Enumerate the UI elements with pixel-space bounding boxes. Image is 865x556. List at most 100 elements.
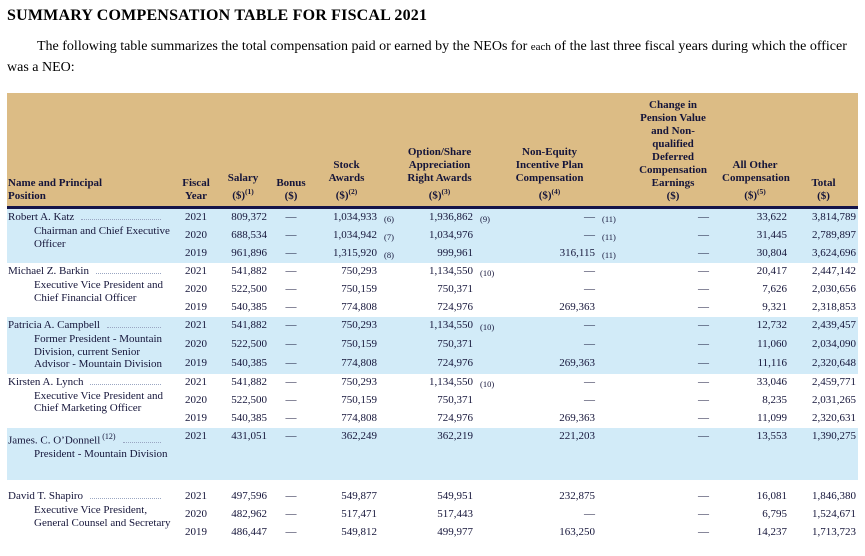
cell-year: 2019 bbox=[185, 411, 207, 424]
cell-total: 2,034,090 bbox=[789, 335, 859, 355]
officer-name-cell: Michael Z. Barkin Executive Vice Presiden… bbox=[7, 263, 175, 317]
cell-stock: 774,808 bbox=[341, 411, 377, 424]
cell-year: 2020 bbox=[175, 335, 217, 355]
compensation-table: Name and Principal Position Fiscal Year Sala… bbox=[7, 93, 859, 542]
cell-option_fn bbox=[475, 410, 501, 428]
cell-pension: — bbox=[625, 317, 722, 336]
table-row: 2019 961,896—1,315,920 (8) 999,961 316,115 (1… bbox=[7, 245, 859, 263]
cell-nonequity_fn bbox=[597, 524, 625, 542]
cell-bonus: — bbox=[269, 427, 313, 481]
cell-stock: 517,471 bbox=[341, 508, 377, 521]
cell-option: 362,219 bbox=[403, 427, 476, 481]
officer-position: Executive Vice President, General Counse… bbox=[34, 504, 171, 529]
cell-bonus: — bbox=[269, 335, 313, 355]
cell-salary: 540,385 bbox=[231, 301, 267, 313]
cell-option: 999,961 bbox=[403, 245, 476, 263]
cell-allother: 11,099 bbox=[757, 411, 788, 424]
cell-salary: 541,882 bbox=[217, 317, 269, 336]
cell-option: 1,134,550 bbox=[429, 375, 474, 388]
cell-stock: 750,159 bbox=[313, 335, 379, 355]
cell-nonequity_fn: (11) bbox=[597, 207, 626, 227]
cell-bonus: — bbox=[285, 490, 297, 503]
column-header-salary: Salary ($)(1) bbox=[217, 93, 269, 209]
cell-option: 750,371 bbox=[437, 393, 474, 406]
officer-name: Robert A. Katz bbox=[8, 211, 175, 224]
cell-total: 1,713,723 bbox=[812, 526, 857, 539]
cell-option: 1,034,976 bbox=[403, 227, 476, 245]
cell-nonequity: — bbox=[501, 207, 598, 227]
cell-stock_fn bbox=[379, 281, 403, 299]
cell-nonequity_fn bbox=[597, 506, 625, 524]
cell-total: 1,846,380 bbox=[812, 490, 857, 503]
cell-salary: 540,385 bbox=[231, 411, 267, 424]
cell-total: 2,031,265 bbox=[812, 393, 857, 406]
cell-salary: 541,882 bbox=[231, 375, 267, 388]
cell-nonequity: 232,875 bbox=[559, 490, 596, 503]
cell-salary: 497,596 bbox=[231, 490, 267, 503]
cell-year: 2020 bbox=[185, 393, 207, 406]
cell-nonequity: 163,250 bbox=[559, 526, 596, 539]
document-page: SUMMARY COMPENSATION TABLE FOR FISCAL 20… bbox=[7, 7, 859, 542]
dot-leader bbox=[106, 327, 161, 328]
cell-bonus: — bbox=[269, 227, 313, 245]
cell-year: 2021 bbox=[185, 375, 207, 388]
cell-pension: — bbox=[698, 490, 710, 503]
cell-bonus: — bbox=[285, 411, 297, 424]
table-row: Michael Z. Barkin Executive Vice Presiden… bbox=[7, 263, 858, 304]
cell-allother: 9,321 bbox=[762, 301, 788, 313]
cell-stock_fn bbox=[379, 506, 403, 524]
cell-option_fn bbox=[475, 281, 501, 299]
cell-year: 2020 bbox=[185, 508, 207, 521]
cell-option: 1,936,862 bbox=[403, 207, 476, 227]
cell-year: 2019 bbox=[185, 526, 207, 539]
cell-year: 2021 bbox=[185, 490, 207, 503]
column-header-bonus: Bonus ($) bbox=[269, 93, 313, 209]
column-header-pension: Change in Pension Value and Non-qualified D… bbox=[625, 93, 722, 209]
officer-name-cell: Robert A. Katz Chairman and Chief Executi… bbox=[7, 207, 175, 263]
cell-pension: — bbox=[698, 508, 710, 521]
cell-option: 750,371 bbox=[437, 283, 474, 295]
cell-total: 3,814,789 bbox=[789, 207, 859, 227]
cell-salary: 522,500 bbox=[217, 335, 269, 355]
cell-allother: 11,060 bbox=[721, 335, 790, 355]
cell-stock: 774,808 bbox=[313, 354, 379, 374]
cell-option_fn bbox=[475, 245, 502, 263]
officer-name: Kirsten A. Lynch bbox=[8, 376, 175, 389]
cell-option: 549,951 bbox=[437, 490, 474, 503]
cell-nonequity: — bbox=[501, 227, 598, 245]
group-spacer-cell bbox=[7, 480, 859, 489]
table-row: 2020 522,500 — 750,159 750,371 — — 8,235 2,031,2… bbox=[7, 392, 858, 410]
cell-stock_fn bbox=[379, 335, 404, 355]
cell-nonequity: — bbox=[584, 375, 596, 388]
cell-option: 724,976 bbox=[437, 411, 474, 424]
cell-stock: 1,034,933 bbox=[313, 207, 379, 227]
cell-nonequity_fn bbox=[597, 263, 625, 281]
cell-bonus: — bbox=[285, 301, 297, 313]
cell-option_fn bbox=[475, 488, 501, 506]
cell-pension: — bbox=[698, 526, 710, 539]
cell-stock_fn bbox=[379, 392, 403, 410]
cell-pension: — bbox=[698, 375, 710, 388]
cell-total: 2,447,142 bbox=[812, 265, 857, 277]
cell-pension: — bbox=[625, 335, 722, 355]
table-row: 2019 540,385—774,808 724,976 269,363—11,116… bbox=[7, 354, 859, 374]
table-row: 2019 540,385 — 774,808 724,976 269,363 — 9,321 2… bbox=[7, 299, 858, 317]
cell-year: 2020 bbox=[185, 283, 207, 295]
cell-year: 2021 bbox=[175, 207, 217, 227]
cell-bonus: — bbox=[285, 283, 297, 295]
cell-nonequity_fn bbox=[597, 317, 626, 336]
cell-allother: 33,622 bbox=[721, 207, 790, 227]
dot-leader bbox=[122, 442, 161, 444]
cell-bonus: — bbox=[285, 526, 297, 539]
cell-bonus: — bbox=[285, 265, 297, 277]
cell-total: 2,789,897 bbox=[789, 227, 859, 245]
cell-option_fn bbox=[475, 227, 502, 245]
cell-nonequity_fn bbox=[597, 392, 625, 410]
table-row: James. C. O’Donnell (12) President - Moun… bbox=[7, 427, 859, 481]
cell-salary: 522,500 bbox=[231, 393, 267, 406]
cell-salary: 482,962 bbox=[231, 508, 267, 521]
column-header-option: Option/Share Appreciation Right Awards ($)(… bbox=[403, 93, 502, 209]
cell-nonequity_fn bbox=[597, 335, 626, 355]
cell-year: 2021 bbox=[185, 265, 207, 277]
table-row: Kirsten A. Lynch Executive Vice President… bbox=[7, 374, 858, 415]
